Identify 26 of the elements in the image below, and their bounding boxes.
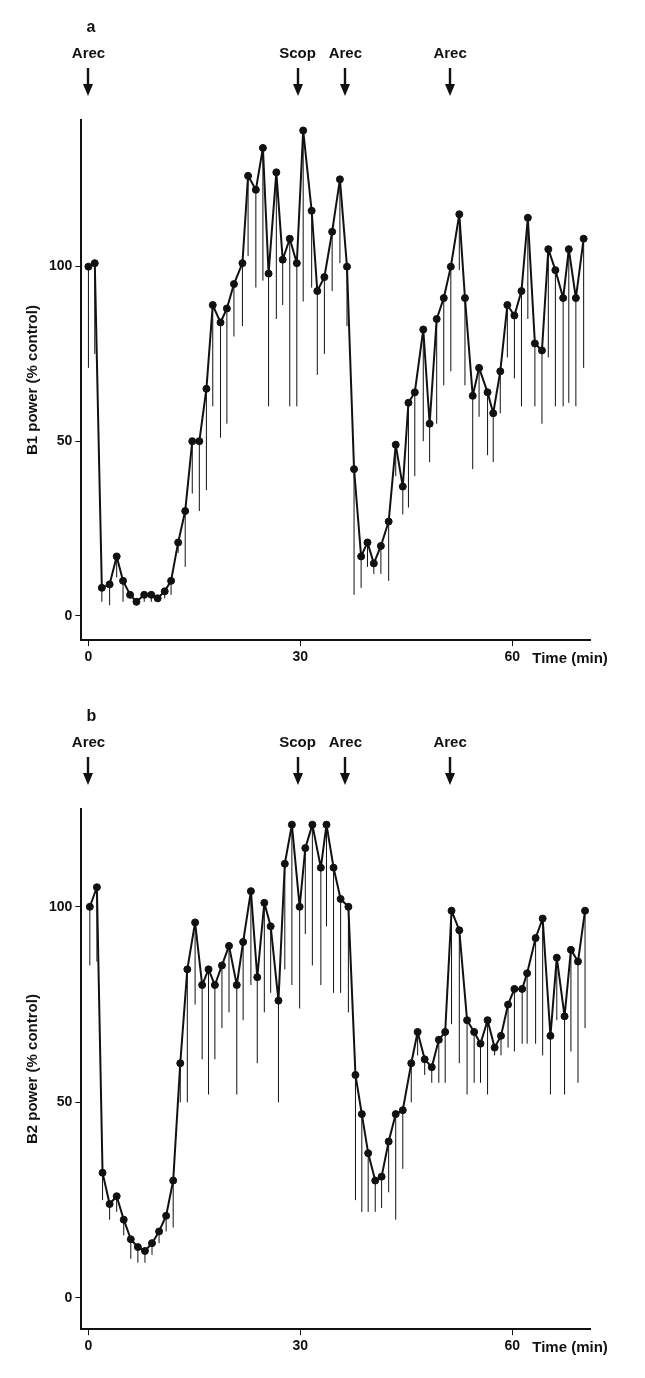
text: Arec (433, 733, 467, 750)
x-tick-label: 0 (84, 1337, 93, 1354)
text: Arec (71, 44, 106, 61)
y-tick-label: 50 (56, 432, 73, 449)
x-tick-label: 60 (504, 648, 521, 665)
y-tick-label: 0 (64, 606, 73, 623)
text: Arec (328, 733, 363, 750)
x-tick-label: 60 (504, 1337, 521, 1354)
text: Arec (71, 733, 106, 750)
text: Scop (279, 733, 316, 750)
x-axis-title: Time (min) (532, 1337, 608, 1355)
text: Scop (279, 44, 316, 61)
y-axis-title: B2 power (% control) (23, 994, 41, 1145)
y-tick-label: 100 (49, 897, 73, 914)
chart-title: b (86, 707, 97, 724)
y-tick-label: 50 (56, 1093, 73, 1110)
text: Arec (433, 44, 467, 61)
x-tick-label: 30 (292, 1337, 309, 1354)
text: Arec (328, 44, 363, 61)
x-axis-title: Time (min) (532, 648, 608, 666)
x-tick-label: 30 (292, 648, 309, 665)
y-tick-label: 100 (49, 257, 73, 274)
y-tick-label: 0 (64, 1288, 73, 1305)
y-axis-title: B1 power (% control) (23, 305, 41, 456)
chart-title: a (86, 18, 96, 35)
x-tick-label: 0 (84, 648, 93, 665)
